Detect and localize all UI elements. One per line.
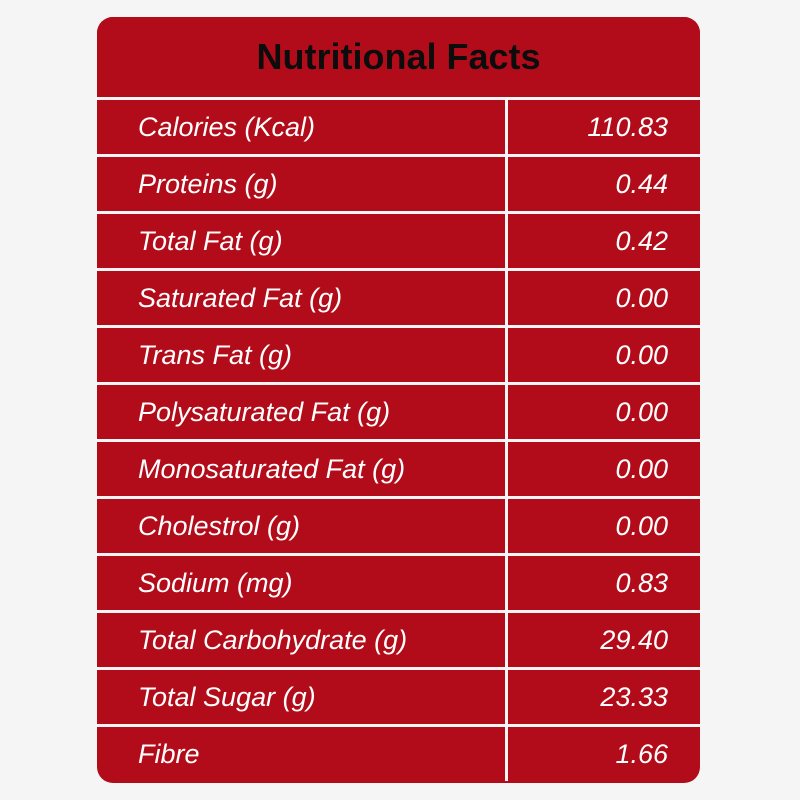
nutrient-label: Sodium (mg) bbox=[97, 556, 508, 610]
table-row: Calories (Kcal) 110.83 bbox=[97, 100, 700, 157]
nutrient-value: 23.33 bbox=[600, 681, 668, 712]
nutrient-label: Monosaturated Fat (g) bbox=[97, 442, 508, 496]
table-row: Total Fat (g) 0.42 bbox=[97, 214, 700, 271]
nutrient-label: Saturated Fat (g) bbox=[97, 271, 508, 325]
nutrient-label: Calories (Kcal) bbox=[97, 100, 508, 154]
table-row: Trans Fat (g) 0.00 bbox=[97, 328, 700, 385]
nutrient-value: 0.00 bbox=[615, 510, 668, 541]
nutrient-label: Total Fat (g) bbox=[97, 214, 508, 268]
nutrient-label: Trans Fat (g) bbox=[97, 328, 508, 382]
nutrient-label: Total Sugar (g) bbox=[97, 670, 508, 724]
nutrient-label: Cholestrol (g) bbox=[97, 499, 508, 553]
table-row: Cholestrol (g) 0.00 bbox=[97, 499, 700, 556]
nutrient-value: 1.66 bbox=[615, 738, 668, 769]
nutrient-label: Total Carbohydrate (g) bbox=[97, 613, 508, 667]
nutrient-value: 0.00 bbox=[615, 453, 668, 484]
nutrient-label: Fibre bbox=[97, 727, 508, 781]
nutrient-value: 0.44 bbox=[615, 168, 668, 199]
title-divider bbox=[97, 97, 700, 100]
table-row: Fibre 1.66 bbox=[97, 727, 700, 781]
nutrient-label: Polysaturated Fat (g) bbox=[97, 385, 508, 439]
table-row: Polysaturated Fat (g) 0.00 bbox=[97, 385, 700, 442]
nutrient-value: 0.00 bbox=[615, 282, 668, 313]
nutrient-value: 110.83 bbox=[587, 111, 668, 142]
nutrition-table: Calories (Kcal) 110.83 Proteins (g) 0.44… bbox=[97, 100, 700, 781]
table-row: Total Carbohydrate (g) 29.40 bbox=[97, 613, 700, 670]
nutrient-value: 0.83 bbox=[615, 567, 668, 598]
table-row: Total Sugar (g) 23.33 bbox=[97, 670, 700, 727]
nutrient-value: 0.00 bbox=[615, 339, 668, 370]
table-row: Proteins (g) 0.44 bbox=[97, 157, 700, 214]
table-row: Saturated Fat (g) 0.00 bbox=[97, 271, 700, 328]
panel-title: Nutritional Facts bbox=[97, 17, 700, 97]
table-row: Sodium (mg) 0.83 bbox=[97, 556, 700, 613]
nutrient-value: 0.00 bbox=[615, 396, 668, 427]
nutrition-facts-panel: Nutritional Facts Calories (Kcal) 110.83… bbox=[97, 17, 700, 783]
nutrient-value: 29.40 bbox=[600, 624, 668, 655]
nutrient-value: 0.42 bbox=[615, 225, 668, 256]
table-row: Monosaturated Fat (g) 0.00 bbox=[97, 442, 700, 499]
nutrient-label: Proteins (g) bbox=[97, 157, 508, 211]
